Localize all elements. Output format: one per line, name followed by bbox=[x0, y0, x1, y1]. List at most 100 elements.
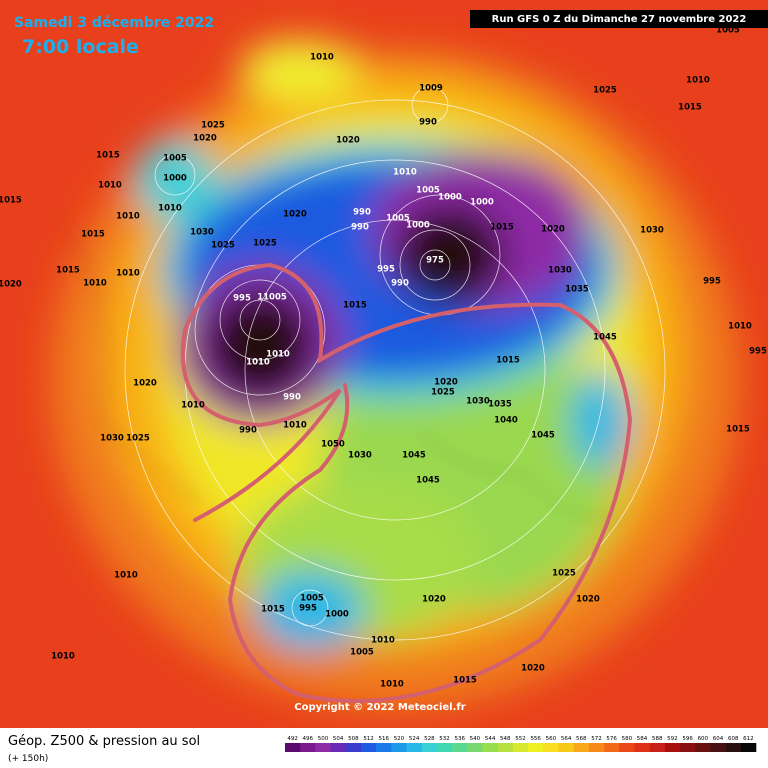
legend-label: 508 bbox=[348, 736, 359, 742]
pressure-label: 990 bbox=[353, 208, 371, 218]
copyright: Copyright © 2022 Meteociel.fr bbox=[294, 702, 465, 713]
local-time: 7:00 locale bbox=[22, 36, 139, 58]
pressure-label: 1025 bbox=[253, 239, 277, 249]
pressure-label: 1020 bbox=[576, 595, 600, 605]
legend-swatch bbox=[315, 743, 331, 752]
pressure-label: 975 bbox=[426, 256, 444, 266]
run-info: Run GFS 0 Z du Dimanche 27 novembre 2022 bbox=[492, 14, 747, 25]
pressure-label: 1015 bbox=[726, 425, 750, 435]
legend-swatch bbox=[512, 743, 529, 752]
legend-swatch bbox=[573, 743, 590, 752]
legend-swatch bbox=[558, 743, 574, 752]
pressure-label: 1030 bbox=[348, 451, 372, 461]
pressure-label: 1010 bbox=[728, 322, 752, 332]
pressure-label: 1020 bbox=[521, 664, 545, 674]
legend-label: 596 bbox=[682, 736, 693, 742]
pressure-label: 990 bbox=[351, 223, 369, 233]
pressure-label: 1025 bbox=[201, 121, 225, 131]
pressure-label: 1015 bbox=[56, 266, 80, 276]
pressure-label: 1005 bbox=[386, 214, 410, 224]
legend-swatch bbox=[376, 743, 392, 752]
pressure-label: 1010 bbox=[83, 279, 107, 289]
pressure-label: 11005 bbox=[257, 293, 287, 303]
pressure-label: 1000 bbox=[470, 198, 494, 208]
legend-label: 532 bbox=[439, 736, 450, 742]
annotation-stroke bbox=[180, 262, 633, 703]
legend-label: 612 bbox=[743, 736, 754, 742]
legend-label: 568 bbox=[576, 736, 587, 742]
pressure-label: 1015 bbox=[496, 356, 520, 366]
legend-swatch bbox=[300, 743, 316, 752]
footer-title: Géop. Z500 & pression au sol bbox=[8, 734, 200, 749]
pressure-label: 1010 bbox=[114, 571, 138, 581]
legend-label: 536 bbox=[454, 736, 465, 742]
legend-swatch bbox=[649, 743, 666, 752]
legend-swatch bbox=[543, 743, 559, 752]
pressure-label: 1000 bbox=[163, 174, 187, 184]
legend-swatch bbox=[406, 743, 423, 752]
legend-swatch bbox=[528, 743, 544, 752]
pressure-label: 1050 bbox=[321, 440, 345, 450]
pressure-label: 995 bbox=[233, 294, 251, 304]
legend-label: 512 bbox=[363, 736, 374, 742]
pressure-label: 1010 bbox=[371, 636, 395, 646]
pressure-label: 1015 bbox=[490, 223, 514, 233]
pressure-label: 1015 bbox=[96, 151, 120, 161]
legend-label: 584 bbox=[637, 736, 648, 742]
pressure-label: 995 bbox=[749, 347, 767, 357]
legend-swatch bbox=[497, 743, 514, 752]
legend-label: 516 bbox=[379, 736, 390, 742]
legend-swatch bbox=[725, 743, 742, 752]
pressure-label: 1010 bbox=[283, 421, 307, 431]
pressure-label: 1030 bbox=[100, 434, 124, 444]
legend-label: 592 bbox=[667, 736, 678, 742]
pressure-label: 1025 bbox=[126, 434, 150, 444]
pressure-label: 1035 bbox=[565, 285, 589, 295]
legend-label: 572 bbox=[591, 736, 602, 742]
pressure-label: 1045 bbox=[531, 431, 555, 441]
pressure-label: 1035 bbox=[488, 400, 512, 410]
legend-label: 556 bbox=[530, 736, 541, 742]
legend-label: 500 bbox=[318, 736, 329, 742]
legend-swatch bbox=[482, 743, 499, 752]
legend-label: 524 bbox=[409, 736, 420, 742]
color-legend: 492 496 500 504 508 512 516 520 524 528 532 536 540 5… bbox=[285, 736, 757, 752]
legend-swatch bbox=[680, 743, 696, 752]
pressure-label: 1010 bbox=[181, 401, 205, 411]
legend-label: 492 bbox=[287, 736, 298, 742]
pressure-label: 1045 bbox=[416, 476, 440, 486]
legend-label: 528 bbox=[424, 736, 435, 742]
legend-label: 588 bbox=[652, 736, 663, 742]
run-banner bbox=[470, 10, 768, 28]
legend-swatch bbox=[467, 743, 483, 752]
legend-label: 608 bbox=[728, 736, 739, 742]
legend-label: 552 bbox=[515, 736, 526, 742]
pressure-label: 1020 bbox=[541, 225, 565, 235]
pressure-label: 1030 bbox=[640, 226, 664, 236]
pressure-label: 1005 bbox=[716, 26, 740, 36]
pressure-label: 1030 bbox=[466, 397, 490, 407]
legend-label: 576 bbox=[606, 736, 617, 742]
pressure-label: 1030 bbox=[548, 266, 572, 276]
pressure-label: 1020 bbox=[193, 134, 217, 144]
pressure-label: 1009 bbox=[419, 84, 443, 94]
legend-swatch bbox=[436, 743, 453, 752]
pressure-label: 990 bbox=[391, 279, 409, 289]
pressure-label: 1005 bbox=[163, 154, 187, 164]
legend-swatch bbox=[604, 743, 620, 752]
pressure-label: 1030 bbox=[190, 228, 214, 238]
pressure-label: 1020 bbox=[434, 378, 458, 388]
pressure-label: 990 bbox=[239, 426, 257, 436]
pressure-label: 1010 bbox=[158, 204, 182, 214]
legend-swatch bbox=[345, 743, 362, 752]
pressure-label: 1015 bbox=[453, 676, 477, 686]
legend-label: 520 bbox=[394, 736, 405, 742]
pressure-label: 1015 bbox=[261, 605, 285, 615]
pressure-label: 1015 bbox=[81, 230, 105, 240]
pressure-label: 1005 bbox=[350, 648, 374, 658]
legend-swatch bbox=[452, 743, 468, 752]
field bbox=[0, 0, 768, 728]
legend-label: 560 bbox=[546, 736, 557, 742]
pressure-label: 1010 bbox=[51, 652, 75, 662]
pressure-label: 1025 bbox=[593, 86, 617, 96]
